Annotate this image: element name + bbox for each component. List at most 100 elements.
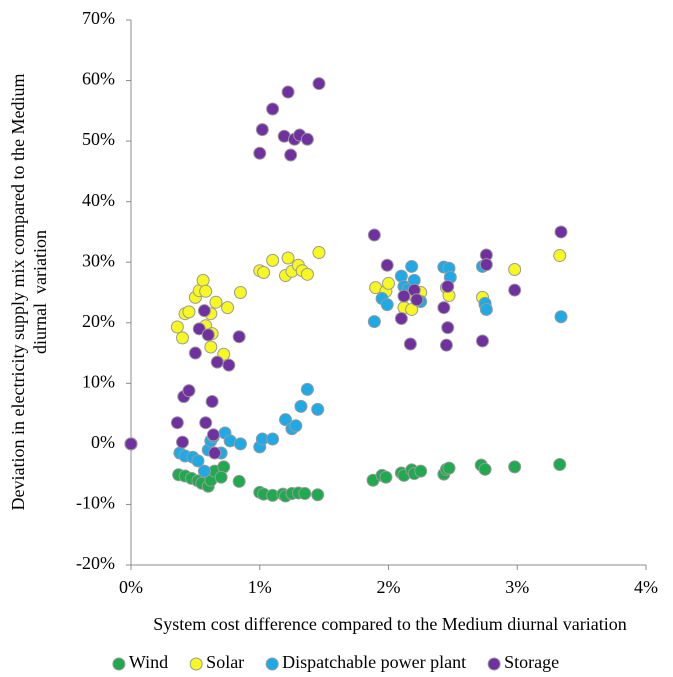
point	[201, 328, 215, 342]
y-tick-label: 0%	[91, 432, 115, 452]
point	[479, 258, 493, 272]
y-tick-label: 60%	[82, 69, 115, 89]
point	[294, 399, 308, 413]
point	[300, 132, 314, 146]
point	[367, 228, 381, 242]
point	[266, 102, 280, 116]
point	[281, 85, 295, 99]
point	[508, 283, 522, 297]
point	[405, 259, 419, 273]
point	[214, 470, 228, 484]
point	[475, 334, 489, 348]
point	[266, 432, 280, 446]
point	[439, 338, 453, 352]
point	[191, 454, 205, 468]
point	[210, 355, 224, 369]
point	[281, 251, 295, 265]
y-tick-label: -20%	[76, 553, 115, 573]
y-tick-label: 70%	[82, 8, 115, 28]
point	[442, 461, 456, 475]
legend-item: Dispatchable power plant	[265, 652, 466, 672]
legend-item: Wind	[112, 652, 168, 672]
y-axis-label-line: Deviation in electricity supply mix comp…	[8, 74, 28, 511]
x-tick-label: 3%	[505, 577, 529, 597]
point	[380, 258, 394, 272]
point	[279, 413, 292, 427]
point	[414, 464, 428, 478]
point	[176, 435, 189, 449]
y-tick-label: 10%	[82, 371, 115, 391]
point	[233, 437, 247, 451]
point	[554, 225, 568, 239]
point	[289, 419, 303, 433]
point	[199, 284, 213, 298]
point	[206, 428, 220, 442]
point	[205, 395, 219, 408]
point	[403, 337, 417, 351]
point	[204, 340, 218, 354]
point	[233, 286, 247, 299]
y-tick-label: -10%	[76, 493, 115, 513]
point	[311, 402, 325, 416]
point	[300, 267, 314, 281]
point	[196, 273, 210, 287]
point	[170, 416, 184, 430]
point	[197, 304, 211, 318]
point	[176, 331, 189, 345]
point	[253, 146, 267, 160]
point	[553, 249, 567, 263]
point	[312, 77, 326, 91]
legend-label: Wind	[129, 652, 168, 672]
legend-item: Solar	[189, 652, 244, 672]
point	[554, 310, 568, 324]
x-axis-label: System cost difference compared to the M…	[153, 614, 627, 634]
point	[478, 462, 492, 476]
legend-item: Storage	[487, 652, 559, 672]
point	[441, 279, 455, 293]
point	[208, 446, 222, 460]
point	[221, 301, 235, 315]
point	[367, 315, 381, 329]
y-tick-label: 20%	[82, 311, 115, 331]
y-tick-label: 50%	[82, 129, 115, 149]
point	[266, 253, 280, 267]
point	[397, 289, 411, 303]
legend-marker	[487, 657, 501, 671]
legend-marker	[189, 657, 203, 671]
x-tick-label: 0%	[119, 577, 143, 597]
point	[284, 148, 298, 162]
point	[182, 305, 196, 319]
point	[410, 293, 424, 307]
point	[312, 246, 326, 260]
point	[232, 474, 246, 488]
x-tick-label: 2%	[377, 577, 401, 597]
point	[188, 346, 202, 360]
point	[197, 464, 211, 478]
legend-marker	[112, 657, 126, 671]
point	[209, 295, 223, 309]
legend: Wind Solar Dispatchable power plant Storage	[112, 652, 559, 672]
point	[222, 358, 236, 372]
x-tick-label: 1%	[248, 577, 272, 597]
y-tick-label: 30%	[82, 250, 115, 270]
point	[441, 321, 455, 335]
legend-label: Dispatchable power plant	[282, 652, 466, 672]
y-axis-label-line: diurnal variation	[30, 230, 50, 354]
point	[382, 276, 395, 290]
point	[508, 460, 522, 474]
point	[298, 487, 312, 501]
point	[300, 382, 314, 396]
point	[192, 322, 206, 336]
point	[379, 470, 393, 484]
point	[479, 302, 493, 316]
point	[257, 266, 271, 280]
point	[508, 262, 522, 276]
y-tick-label: 40%	[82, 190, 115, 210]
point	[255, 123, 269, 137]
x-tick-label: 4%	[634, 577, 658, 597]
legend-label: Storage	[504, 652, 559, 672]
point	[394, 312, 408, 326]
point	[124, 437, 138, 451]
y-axis-label: Deviation in electricity supply mix comp…	[8, 74, 50, 511]
point	[380, 298, 394, 312]
